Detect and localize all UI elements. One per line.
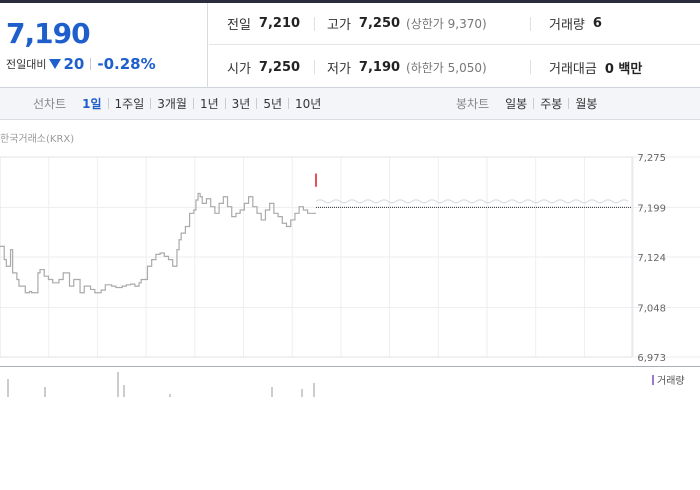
- trade-amount: 거래대금 0 백만: [531, 59, 643, 77]
- y-tick-label: 7,275: [637, 153, 666, 164]
- divider: [90, 58, 92, 70]
- stats-row: 시가 7,250 저가 7,190 (하한가 5,050) 거래대금 0 백만: [209, 46, 700, 88]
- tab-10y[interactable]: 10년: [295, 97, 322, 111]
- volume: 거래량 6: [531, 16, 602, 33]
- price-box: 7,190 전일대비 20 -0.28%: [0, 3, 208, 88]
- tab-1d[interactable]: 1일: [82, 97, 102, 111]
- tab-5y[interactable]: 5년: [263, 97, 283, 111]
- prev-close-label: 전일: [227, 18, 251, 33]
- chart-tabbar: 선차트 1일 1주일 3개월 1년 3년 5년 10년 봉차트 일봉 주봉 월봉: [0, 88, 700, 120]
- tab-weekly[interactable]: 주봉: [540, 97, 563, 111]
- amount-value: 0 백만: [604, 61, 643, 77]
- volume-legend-label: 거래량: [657, 376, 685, 387]
- divider: [150, 98, 152, 109]
- price-chart-svg: 7,275 7,199 7,124 7,048 6,973: [0, 153, 700, 364]
- open-value: 7,250: [258, 59, 301, 75]
- range-band: [315, 199, 629, 204]
- tab-3m[interactable]: 3개월: [157, 97, 187, 111]
- line-chart-title: 선차트: [33, 97, 67, 111]
- divider: [256, 98, 258, 109]
- y-tick-label: 6,973: [637, 353, 666, 364]
- tab-3y[interactable]: 3년: [231, 97, 251, 111]
- high-price: 고가 7,250 (상한가 9,370): [315, 16, 530, 33]
- low-price: 저가 7,190 (하한가 5,050): [315, 59, 530, 77]
- quote-header: 7,190 전일대비 20 -0.28% 전일 7,210 고가 7,250 (…: [0, 0, 700, 88]
- low-value: 7,190: [358, 59, 401, 75]
- lower-limit: (하한가 5,050): [406, 60, 487, 75]
- amount-label: 거래대금: [549, 61, 597, 77]
- y-tick-label: 7,048: [637, 303, 666, 314]
- low-label: 저가: [327, 61, 351, 77]
- candle-chart-tabs: 봉차트 일봉 주봉 월봉: [456, 95, 603, 112]
- volume-chart: [0, 366, 700, 398]
- current-price: 7,190: [6, 17, 91, 50]
- candle-chart-title: 봉차트: [456, 97, 490, 111]
- tab-1w[interactable]: 1주일: [114, 97, 145, 111]
- tab-monthly[interactable]: 월봉: [575, 97, 598, 111]
- stats-panel: 전일 7,210 고가 7,250 (상한가 9,370) 거래량 6 시가 7…: [209, 3, 700, 88]
- volume-legend-swatch: [652, 374, 654, 385]
- volume-legend: 거래량: [652, 372, 685, 387]
- prev-close: 전일 7,210: [209, 16, 314, 33]
- price-chart[interactable]: 7,275 7,199 7,124 7,048 6,973: [0, 152, 700, 366]
- down-arrow-icon: [49, 59, 62, 69]
- divider: [533, 98, 535, 109]
- divider: [192, 98, 194, 109]
- divider: [314, 16, 315, 31]
- y-tick-label: 7,199: [637, 203, 666, 214]
- tab-daily[interactable]: 일봉: [505, 97, 528, 111]
- change-percent: -0.28%: [97, 55, 156, 73]
- divider: [530, 60, 531, 74]
- change-row: 전일대비 20 -0.28%: [6, 55, 156, 73]
- price-line: [0, 192, 316, 294]
- divider: [107, 98, 109, 109]
- divider: [288, 98, 290, 109]
- market-label: 한국거래소(KRX): [0, 134, 75, 145]
- tab-1y[interactable]: 1년: [199, 97, 219, 111]
- high-label: 고가: [327, 18, 351, 33]
- change-label: 전일대비: [6, 58, 47, 71]
- change-value: 20: [63, 55, 85, 73]
- divider: [530, 16, 531, 31]
- volume-chart-svg: [7, 372, 315, 397]
- upper-limit: (상한가 9,370): [406, 17, 487, 31]
- divider: [314, 60, 315, 74]
- volume-label: 거래량: [549, 18, 585, 33]
- plot-area: [0, 156, 633, 358]
- open-price: 시가 7,250: [209, 59, 314, 77]
- line-chart-tabs: 선차트 1일 1주일 3개월 1년 3년 5년 10년: [33, 95, 327, 112]
- high-value: 7,250: [358, 16, 401, 31]
- open-label: 시가: [227, 61, 251, 77]
- divider: [224, 98, 226, 109]
- stats-row: 전일 7,210 고가 7,250 (상한가 9,370) 거래량 6: [209, 3, 700, 45]
- prev-close-value: 7,210: [258, 16, 301, 31]
- y-tick-label: 7,124: [637, 253, 666, 264]
- volume-value: 6: [592, 16, 602, 31]
- divider: [568, 98, 570, 109]
